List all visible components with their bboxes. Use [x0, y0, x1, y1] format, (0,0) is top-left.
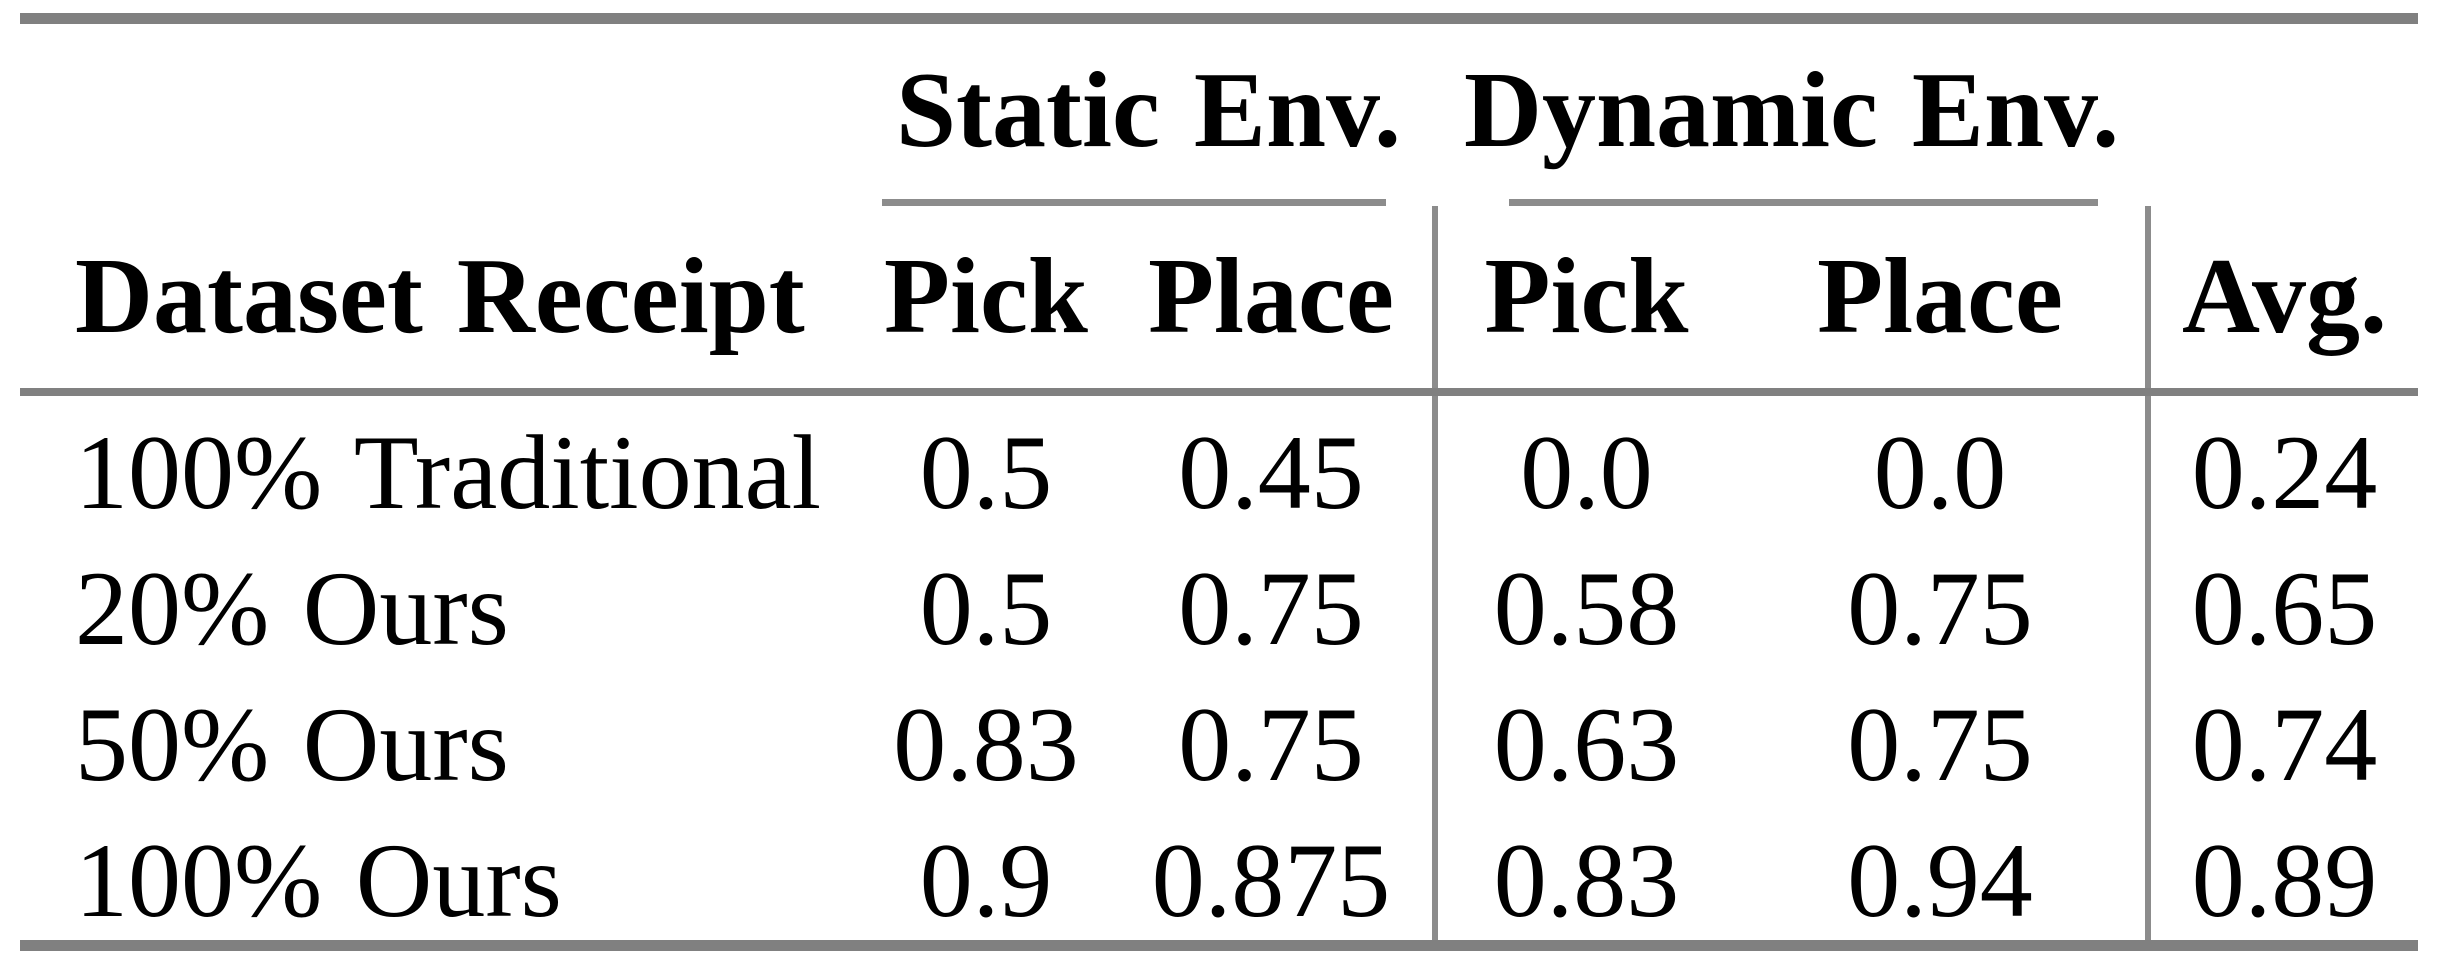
group-header-static-env: Static Env. — [895, 51, 1402, 170]
column-header-dataset-receipt: Dataset Receipt — [75, 237, 805, 356]
midrule-row — [20, 388, 2419, 396]
cell-dynamic-place: 0.0 — [1873, 414, 2007, 531]
cmidrule-dynamic-cell — [1435, 198, 2148, 206]
cmidrule-row — [20, 198, 2418, 206]
cell-static-place: 0.75 — [1178, 550, 1364, 667]
cmidrule-dynamic — [1509, 198, 2099, 206]
cell-avg: 0.89 — [2145, 804, 2419, 940]
cell-dynamic-place: 0.94 — [1847, 822, 2033, 939]
cell-dynamic-pick: 0.58 — [1432, 532, 1736, 668]
column-header-dynamic-pick: Pick — [1432, 206, 1736, 388]
cell-dynamic-place: 0.75 — [1847, 686, 2033, 803]
cmidrule-spacer-left — [20, 198, 862, 206]
cell-static-place: 0.75 — [1178, 686, 1364, 803]
midrule-cell — [20, 388, 2419, 396]
row-label: 20% Ours — [75, 550, 509, 667]
cell-static-place: 0.875 — [1151, 822, 1391, 939]
column-header-static-pick: Pick — [884, 237, 1088, 356]
group-header-spacer-left — [20, 24, 862, 198]
cell-avg: 0.74 — [2145, 668, 2419, 804]
group-header-row: Static Env. Dynamic Env. — [20, 24, 2418, 198]
column-header-dynamic-place: Place — [1817, 237, 2063, 356]
cmidrule-spacer-right — [2148, 198, 2418, 206]
table-row-100-ours: 100% Ours 0.9 0.875 0.83 0.94 0.89 — [20, 804, 2419, 940]
top-rule — [20, 13, 2418, 24]
group-header-spacer-right — [2148, 24, 2418, 198]
row-label: 100% Ours — [75, 822, 562, 939]
table-row-100-traditional: 100% Traditional 0.5 0.45 0.0 0.0 0.24 — [20, 396, 2419, 532]
cmidrule-static-cell — [862, 198, 1435, 206]
cell-avg: 0.65 — [2145, 532, 2419, 668]
cell-dynamic-pick: 0.83 — [1432, 804, 1736, 940]
cmidrule-static — [882, 198, 1387, 206]
cell-avg: 0.24 — [2145, 396, 2419, 532]
results-table: Static Env. Dynamic Env. Dataset Receipt… — [20, 24, 2419, 940]
cell-dynamic-pick: 0.63 — [1432, 668, 1736, 804]
row-label: 100% Traditional — [75, 414, 822, 531]
table-row-20-ours: 20% Ours 0.5 0.75 0.58 0.75 0.65 — [20, 532, 2419, 668]
cell-dynamic-place: 0.75 — [1847, 550, 2033, 667]
row-label: 50% Ours — [75, 686, 509, 803]
cell-dynamic-pick: 0.0 — [1432, 396, 1736, 532]
table-row-50-ours: 50% Ours 0.83 0.75 0.63 0.75 0.74 — [20, 668, 2419, 804]
bottom-rule — [20, 940, 2418, 951]
cell-static-pick: 0.5 — [919, 414, 1053, 531]
column-header-row: Dataset Receipt Pick Place Pick Place Av… — [20, 206, 2419, 388]
column-header-static-place: Place — [1148, 237, 1394, 356]
group-header-dynamic-env: Dynamic Env. — [1463, 51, 2120, 170]
cell-static-pick: 0.9 — [919, 822, 1053, 939]
cell-static-pick: 0.83 — [893, 686, 1079, 803]
mid-rule — [20, 388, 2419, 396]
cell-static-place: 0.45 — [1178, 414, 1364, 531]
cell-static-pick: 0.5 — [919, 550, 1053, 667]
column-header-avg: Avg. — [2145, 206, 2419, 388]
